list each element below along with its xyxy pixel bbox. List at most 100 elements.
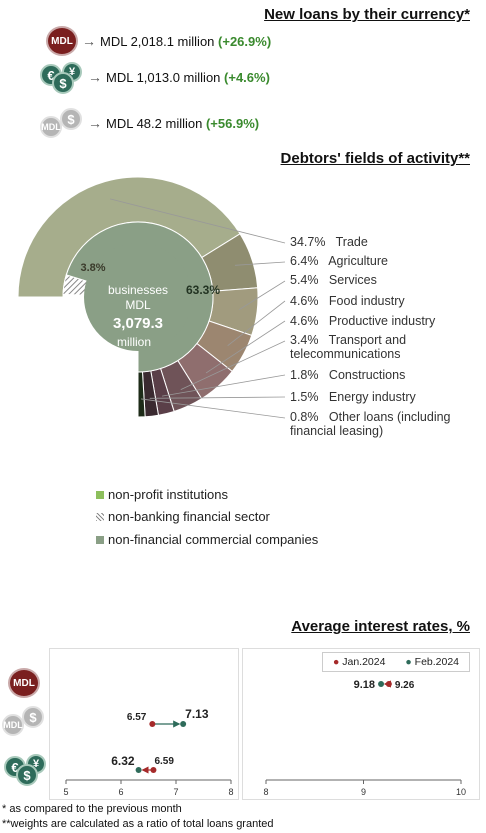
jan-point <box>385 681 392 687</box>
jan-point <box>149 721 156 727</box>
feb-value-label: 9.18 <box>354 679 375 691</box>
legend-jan: ● Jan.2024 <box>332 656 386 668</box>
currency-indexed-text: MDL 48.2 million (+56.9%) <box>106 115 260 131</box>
leader-line <box>239 280 286 310</box>
activity-pct: 6.4% <box>290 254 326 268</box>
currency-row-indexed: MDL $ → MDL 48.2 million (+56.9%) <box>40 106 259 140</box>
activity-name: Food industry <box>325 294 405 308</box>
inner-label-non-banking: 3.8% <box>80 262 105 274</box>
activity-name-cont: financial leasing) <box>290 424 384 438</box>
center-total-value: 3,079.3 <box>113 315 163 332</box>
activity-name: Energy industry <box>325 390 416 404</box>
grey-mdl-dollar-coins-icon: MDL $ <box>40 106 86 140</box>
activity-label: 4.6% Productive industry <box>290 314 435 328</box>
feb-value-label: 6.32 <box>111 754 135 768</box>
activity-pct: 3.4% <box>290 333 326 347</box>
x-tick-label: 10 <box>456 787 466 797</box>
activity-name: Other loans (including <box>325 410 451 424</box>
footnote-1: * as compared to the previous month <box>2 803 182 815</box>
leader-line <box>162 374 286 397</box>
feb-point <box>378 681 385 687</box>
activity-pct: 4.6% <box>290 294 326 308</box>
jan-value-label: 9.26 <box>395 680 415 691</box>
currency-mdl-text: MDL 2,018.1 million (+26.9%) <box>100 33 272 49</box>
leader-line <box>180 340 286 390</box>
leader-lines <box>109 198 286 419</box>
activity-label: 34.7% Trade <box>290 235 368 249</box>
legend-non-profit: non-profit institutions <box>96 487 228 502</box>
activity-name: Services <box>325 273 377 287</box>
activity-label: 0.8% Other loans (including financial lea… <box>290 410 451 438</box>
activity-pct: 1.5% <box>290 390 326 404</box>
rates-panel-left <box>49 648 239 800</box>
activity-pct: 1.8% <box>290 368 326 382</box>
legend-swatch <box>96 535 104 544</box>
currency-foreign-text: MDL 1,013.0 million (+4.6%) <box>106 69 270 85</box>
footnote-2: **weights are calculated as a ratio of t… <box>2 818 274 830</box>
activity-pct: 34.7% <box>290 235 333 249</box>
jan-value-label: 6.57 <box>127 712 147 723</box>
jan-value-label: 6.59 <box>154 756 174 767</box>
activity-label: 5.4% Services <box>290 273 377 287</box>
activity-pct: 5.4% <box>290 273 326 287</box>
x-tick-label: 9 <box>361 787 366 797</box>
donut-center <box>84 243 192 351</box>
activity-name: Agriculture <box>325 254 388 268</box>
currency-row-mdl: MDL → MDL 2,018.1 million (+26.9%) <box>46 24 271 58</box>
rates-section-title: Average interest rates, % <box>291 618 470 635</box>
euro-dollar-yen-coins-icon: € ¥ $ <box>4 752 48 786</box>
x-tick-label: 7 <box>173 787 178 797</box>
leader-line <box>205 320 286 374</box>
legend-swatch <box>96 490 104 499</box>
x-tick-label: 6 <box>118 787 123 797</box>
center-line-million: million <box>117 335 151 349</box>
arrow-right-icon: → <box>82 33 96 49</box>
activity-label: 3.4% Transport and telecommunications <box>290 333 406 361</box>
legend-non-banking: non-banking financial sector <box>96 509 270 524</box>
leader-line <box>227 300 286 346</box>
activity-label: 4.6% Food industry <box>290 294 405 308</box>
activity-name-cont: telecommunications <box>290 347 401 361</box>
arrow-right-icon: → <box>88 69 102 85</box>
activity-label: 1.8% Constructions <box>290 368 405 382</box>
inner-label-non-financial: 63.3% <box>186 283 220 297</box>
feb-point <box>135 767 142 773</box>
activity-label: 1.5% Energy industry <box>290 390 416 404</box>
rates-dumbbell-chart: 5 6 7 8 8 9 10 6.57 7.13 6.59 6.32 9.26 9.18 <box>63 679 466 797</box>
arrow-right-icon: → <box>88 115 102 131</box>
legend-feb: ● Feb.2024 <box>405 656 460 668</box>
rates-panel-right <box>242 648 480 800</box>
activity-name: Transport and <box>325 333 407 347</box>
outer-ring <box>17 176 259 418</box>
activity-name: Trade <box>332 235 368 249</box>
currency-section-title: New loans by their currency* <box>264 6 470 23</box>
activity-pct: 4.6% <box>290 314 326 328</box>
activity-name: Constructions <box>325 368 406 382</box>
activity-pct: 0.8% <box>290 410 326 424</box>
leader-line <box>234 261 286 266</box>
feb-point <box>180 721 187 727</box>
mdl-coin-icon: MDL <box>8 668 42 700</box>
feb-value-label: 7.13 <box>185 707 209 721</box>
x-tick-label: 8 <box>263 787 268 797</box>
center-line-mdl: MDL <box>125 298 151 312</box>
center-line-businesses: businesses <box>108 283 168 297</box>
activity-section-title: Debtors' fields of activity** <box>280 150 470 167</box>
activity-name: Productive industry <box>325 314 436 328</box>
euro-dollar-yen-coins-icon: € ¥ $ <box>40 60 86 94</box>
leader-line <box>140 398 286 419</box>
x-tick-label: 5 <box>63 787 68 797</box>
leader-line <box>149 396 286 399</box>
inner-ring <box>62 221 214 373</box>
mdl-coin-icon: MDL <box>46 24 80 58</box>
rates-legend: ● Jan.2024 ● Feb.2024 <box>322 652 470 672</box>
x-tick-label: 8 <box>228 787 233 797</box>
currency-row-foreign: € ¥ $ → MDL 1,013.0 million (+4.6%) <box>40 60 270 94</box>
grey-mdl-dollar-coins-icon: MDL $ <box>2 704 46 738</box>
legend-swatch <box>96 512 104 521</box>
legend-non-financial: non-financial commercial companies <box>96 532 318 547</box>
activity-label: 6.4% Agriculture <box>290 254 388 268</box>
leader-line <box>109 198 286 244</box>
jan-point <box>150 767 157 773</box>
